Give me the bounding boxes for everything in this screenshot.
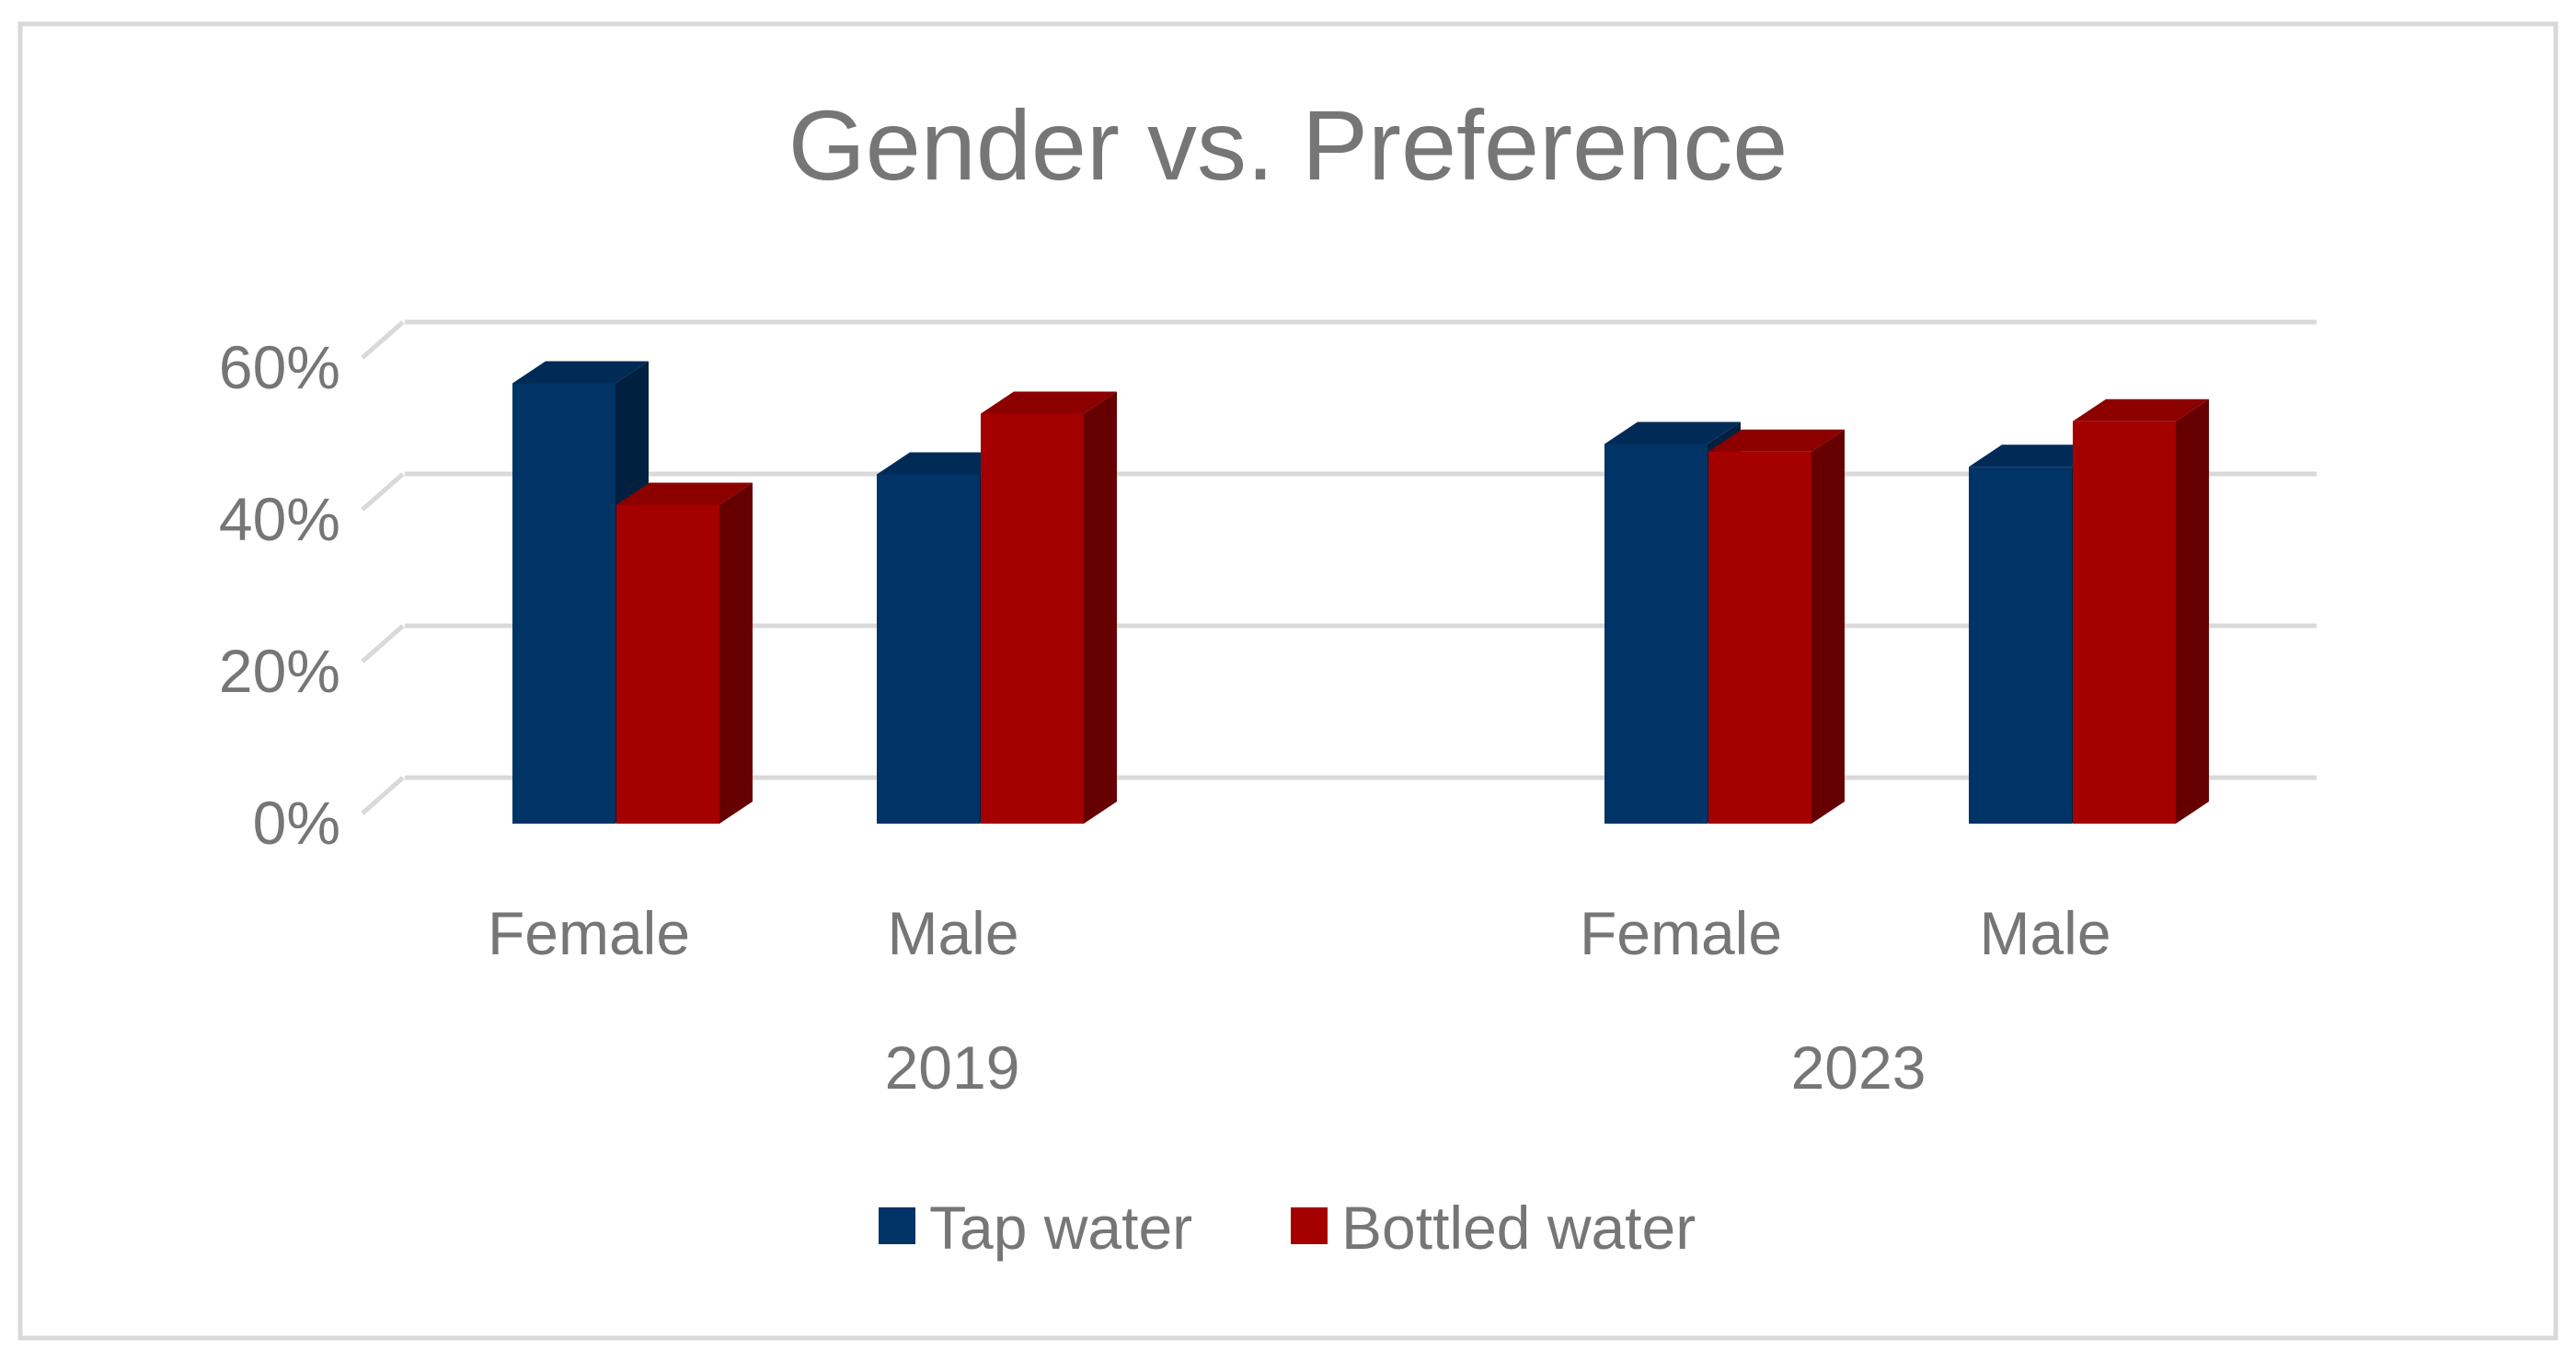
legend: Tap water Bottled water [879, 1194, 1696, 1262]
gridline-depth [361, 624, 405, 664]
bar-front-face [1604, 444, 1708, 824]
x-category-label: Male [1979, 899, 2110, 967]
bar-top-face [1604, 421, 1741, 444]
x-group-label: 2023 [1791, 1033, 1926, 1102]
bar-top-face [877, 452, 1013, 475]
x-group-label: 2019 [885, 1033, 1020, 1102]
y-tick-label: 60% [219, 333, 340, 401]
bar-top-face [2073, 398, 2209, 421]
bar-side-face [1811, 429, 1845, 824]
x-axis: Female Male 2019 Female Male 2023 [488, 899, 2111, 1102]
y-tick-label: 40% [219, 485, 340, 553]
x-category-label: Male [887, 899, 1018, 967]
bar-front-face [877, 474, 980, 824]
bar-top-face [981, 391, 1117, 414]
bar-top-face [616, 482, 753, 505]
bar-top-face [1969, 444, 2105, 467]
bar-top-face [1708, 429, 1845, 452]
legend-swatch [1291, 1207, 1328, 1244]
gridline-depth [361, 472, 405, 512]
bar-side-face [1084, 391, 1117, 824]
gridline-depth [361, 320, 405, 360]
bar-bottled-water [616, 482, 753, 824]
bar-front-face [512, 383, 615, 824]
bar-front-face [981, 413, 1084, 824]
chart-title: Gender vs. Preference [788, 89, 1788, 201]
gridline-depth [361, 776, 405, 815]
x-category-label: Female [488, 899, 690, 967]
bar-front-face [1708, 451, 1811, 824]
bar-bottled-water [1708, 429, 1845, 824]
legend-label: Tap water [929, 1194, 1192, 1262]
bar-front-face [616, 504, 719, 824]
bar-front-face [2073, 421, 2176, 824]
bar-side-face [719, 482, 753, 824]
bar-bottled-water [2073, 398, 2209, 824]
y-tick-label: 0% [253, 789, 340, 857]
bar-top-face [512, 361, 649, 384]
legend-swatch [879, 1207, 915, 1244]
bar-bottled-water [981, 391, 1117, 824]
bars [512, 361, 2209, 824]
bar-front-face [1969, 467, 2072, 824]
bar-side-face [2176, 398, 2209, 824]
x-category-label: Female [1580, 899, 1782, 967]
y-tick-label: 20% [219, 637, 340, 705]
y-axis: 0% 20% 40% 60% [219, 333, 340, 857]
legend-label: Bottled water [1341, 1194, 1696, 1262]
